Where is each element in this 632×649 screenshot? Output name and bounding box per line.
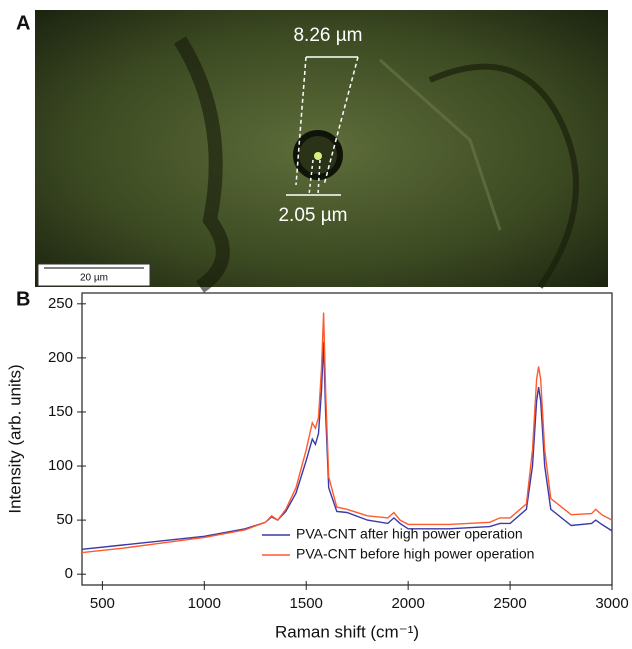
x-tick-label: 2000 [391,595,424,612]
y-tick-label: 150 [48,403,73,420]
chart: 0 50 100 150 200 250 500 1000 1500 2000 2500 3000 Ra… [5,292,629,641]
dash [323,56,359,186]
x-axis-label: Raman shift (cm⁻¹) [275,622,419,641]
x-tick-label: 2500 [493,595,526,612]
spot [314,152,322,160]
texture [379,58,502,231]
y-axis-label: Intensity (arb. units) [5,364,24,513]
panel-label: A [16,12,30,34]
dash [295,56,307,186]
y-tick-label: 50 [56,511,73,528]
texture [174,36,230,293]
y-tick-label: 250 [48,295,73,312]
annotation: 8.26 µm [293,25,362,46]
micrograph: 8.26 µm 2.05 µm 20 µm [35,10,608,293]
x-tick-label: 3000 [595,595,628,612]
texture [428,63,579,289]
legend-label: PVA-CNT after high power operation [296,526,523,542]
panel-label: B [16,288,30,310]
y-tick-label: 200 [48,349,73,366]
scale-bar-label: 20 µm [80,273,108,284]
scale-bar-box [37,263,151,287]
y-tick-label: 100 [48,457,73,474]
legend-label: PVA-CNT before high power operation [296,546,534,562]
plot-frame [81,292,613,586]
annotation: 2.05 µm [278,205,347,226]
series-line [81,312,613,554]
x-tick-label: 1000 [188,595,221,612]
x-tick-label: 1500 [290,595,323,612]
x-tick-label: 500 [90,595,115,612]
y-tick-label: 0 [65,565,73,582]
